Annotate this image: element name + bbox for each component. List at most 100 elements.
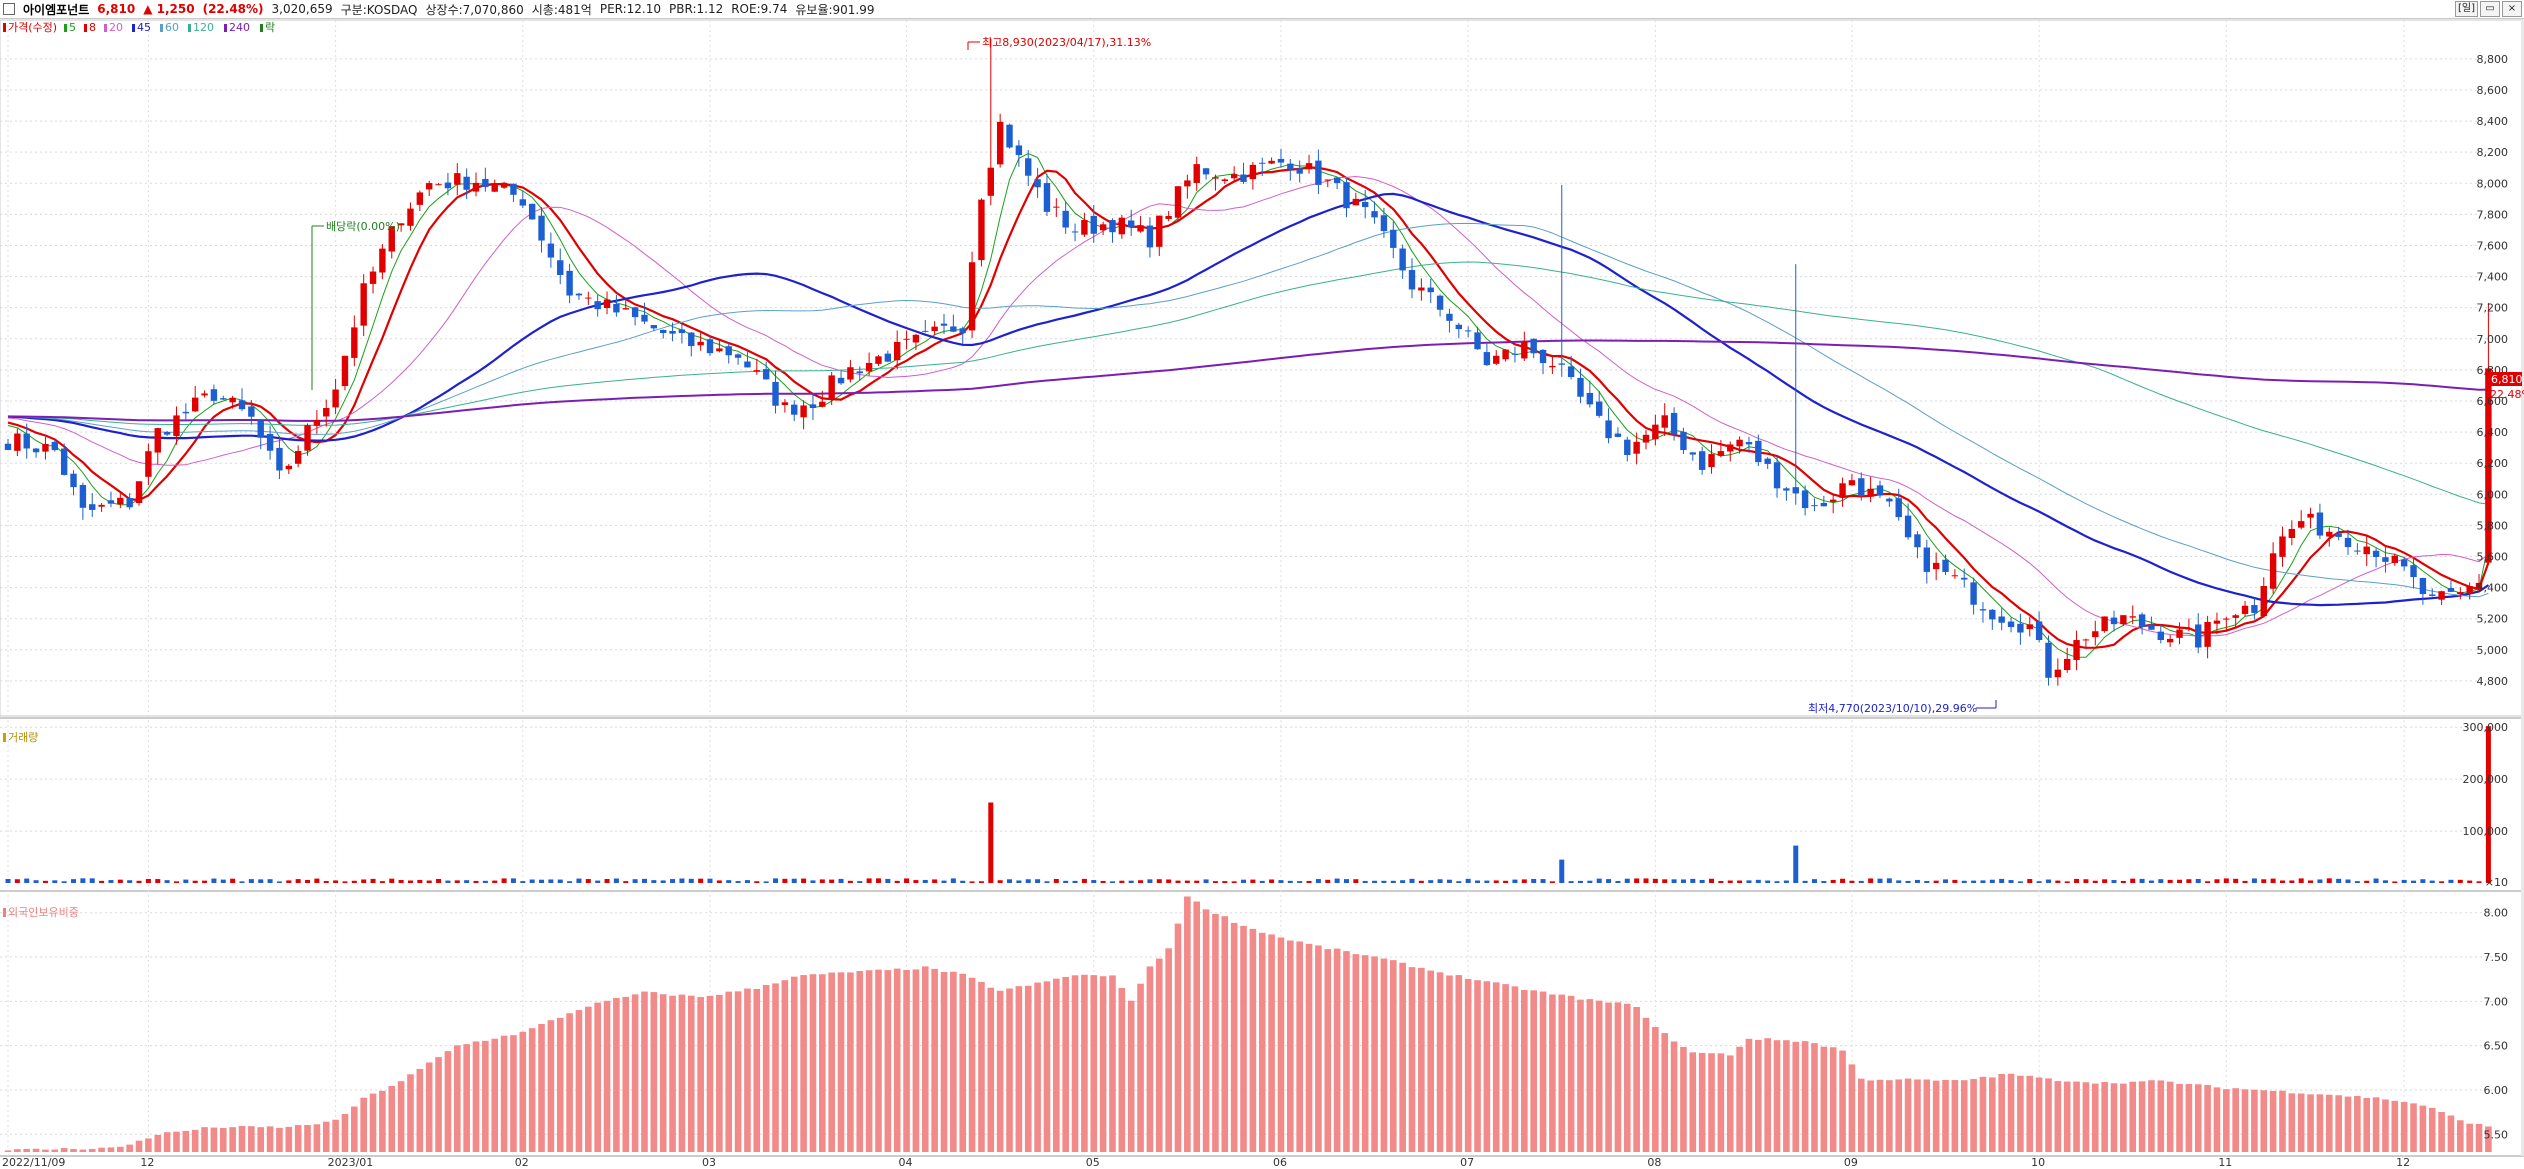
volume-bar bbox=[904, 878, 910, 883]
price-candle bbox=[2157, 624, 2164, 644]
price-candle bbox=[1249, 162, 1257, 190]
volume-bar bbox=[529, 879, 535, 883]
volume-bars bbox=[5, 726, 2491, 883]
volume-bar bbox=[2308, 880, 2314, 883]
price-candle bbox=[1970, 577, 1977, 615]
price-candle bbox=[2316, 503, 2324, 539]
foreign-bar bbox=[1352, 954, 1360, 1152]
price-axis-tick: 6,000 bbox=[2477, 488, 2509, 501]
foreign-bar bbox=[1857, 1078, 1865, 1152]
price-change: ▲ 1,250 bbox=[143, 2, 195, 16]
price-axis-tick: 5,400 bbox=[2477, 582, 2509, 595]
price-axis-tick: 7,600 bbox=[2477, 239, 2509, 252]
price-candle bbox=[1670, 407, 1678, 441]
foreign-bar bbox=[379, 1090, 386, 1152]
close-icon[interactable]: × bbox=[2502, 1, 2522, 17]
chart-frame bbox=[0, 19, 2524, 1157]
price-candle bbox=[1352, 192, 1360, 206]
price-axis-tick: 5,000 bbox=[2477, 644, 2509, 657]
volume-bar bbox=[1428, 880, 1434, 883]
volume-bar bbox=[707, 878, 713, 883]
price-candle bbox=[1436, 294, 1444, 317]
foreign-bar bbox=[444, 1051, 452, 1152]
volume-bar bbox=[2242, 880, 2248, 883]
foreign-bar bbox=[1848, 1064, 1856, 1152]
foreign-bar bbox=[1137, 983, 1144, 1152]
volume-bar bbox=[1840, 878, 1846, 883]
price-candle bbox=[220, 395, 227, 400]
price-candle bbox=[1764, 457, 1771, 469]
foreign-bar bbox=[519, 1031, 527, 1152]
foreign-bar bbox=[2475, 1123, 2483, 1152]
foreign-bar bbox=[1717, 1053, 1725, 1152]
ma-legend: 5 8 20 45 60 120 240 락 bbox=[64, 21, 275, 34]
foreign-bar bbox=[575, 1010, 583, 1152]
volume-bar bbox=[660, 880, 666, 883]
foreign-axis-tick: 8.00 bbox=[2484, 907, 2509, 920]
foreign-bar bbox=[566, 1013, 573, 1152]
foreign-bar bbox=[2457, 1120, 2464, 1152]
volume-bar bbox=[1905, 880, 1911, 883]
price-candle bbox=[2419, 577, 2427, 605]
foreign-bar bbox=[2447, 1115, 2455, 1152]
price-candle bbox=[1811, 498, 1818, 512]
foreign-bar bbox=[1932, 1080, 1940, 1152]
foreign-bar bbox=[2438, 1112, 2445, 1152]
foreign-bar bbox=[959, 973, 967, 1152]
price-candle bbox=[1184, 174, 1191, 199]
volume-bar bbox=[1999, 878, 2005, 883]
period-button[interactable]: [일] bbox=[2454, 1, 2478, 17]
price-candle bbox=[351, 315, 358, 367]
foreign-bar bbox=[669, 995, 676, 1152]
foreign-bar bbox=[1839, 1050, 1846, 1152]
foreign-bar bbox=[1633, 1006, 1640, 1152]
price-candle bbox=[472, 172, 480, 197]
price-candle bbox=[1427, 278, 1434, 303]
volume-bar bbox=[1961, 880, 1967, 883]
foreign-bar bbox=[1549, 994, 1556, 1152]
volume-bar bbox=[1446, 879, 1452, 883]
ma-legend-label: 5 bbox=[69, 21, 76, 34]
foreign-bar bbox=[1539, 991, 1547, 1152]
volume-bar bbox=[1858, 880, 1864, 883]
price-candle bbox=[229, 395, 236, 409]
foreign-bar bbox=[2091, 1083, 2099, 1152]
price-candle bbox=[397, 223, 405, 232]
price-candle bbox=[2017, 613, 2024, 645]
foreign-bar bbox=[1998, 1074, 2005, 1152]
header-checkbox[interactable] bbox=[3, 3, 15, 15]
price-candle bbox=[922, 319, 929, 333]
ma120-line bbox=[7, 261, 2489, 505]
price-candle bbox=[14, 428, 21, 457]
foreign-bar bbox=[1652, 1027, 1659, 1152]
volume-bar bbox=[248, 879, 254, 883]
volume-bar bbox=[763, 881, 769, 883]
price-candle bbox=[1071, 223, 1079, 242]
volume-bar bbox=[978, 881, 984, 883]
volume-bar bbox=[1531, 878, 1537, 883]
foreign-bar bbox=[491, 1038, 499, 1152]
volume-bar bbox=[445, 880, 451, 883]
minimize-icon[interactable]: ▭ bbox=[2480, 1, 2500, 17]
foreign-bar bbox=[2279, 1090, 2286, 1152]
price-candle bbox=[1717, 440, 1725, 458]
foreign-bar bbox=[351, 1106, 358, 1152]
price-candle bbox=[388, 226, 395, 259]
price-axis-tick: 8,400 bbox=[2477, 115, 2509, 128]
volume-bar bbox=[2036, 881, 2042, 883]
foreign-bar bbox=[744, 988, 751, 1152]
foreign-bar bbox=[2428, 1107, 2436, 1152]
foreign-bar bbox=[1071, 975, 1079, 1152]
volume-bar bbox=[716, 880, 722, 883]
volume-bar bbox=[417, 879, 423, 883]
price-candle bbox=[2391, 553, 2398, 566]
price-candle bbox=[192, 385, 199, 413]
price-candle bbox=[669, 322, 676, 342]
x-axis-label: 09 bbox=[1844, 1156, 1858, 1169]
price-axis-tick: 7,200 bbox=[2477, 302, 2509, 315]
volume-bar bbox=[1549, 881, 1555, 883]
price-candle bbox=[959, 326, 966, 344]
price-candle bbox=[2260, 577, 2267, 618]
foreign-bar bbox=[2251, 1089, 2258, 1152]
